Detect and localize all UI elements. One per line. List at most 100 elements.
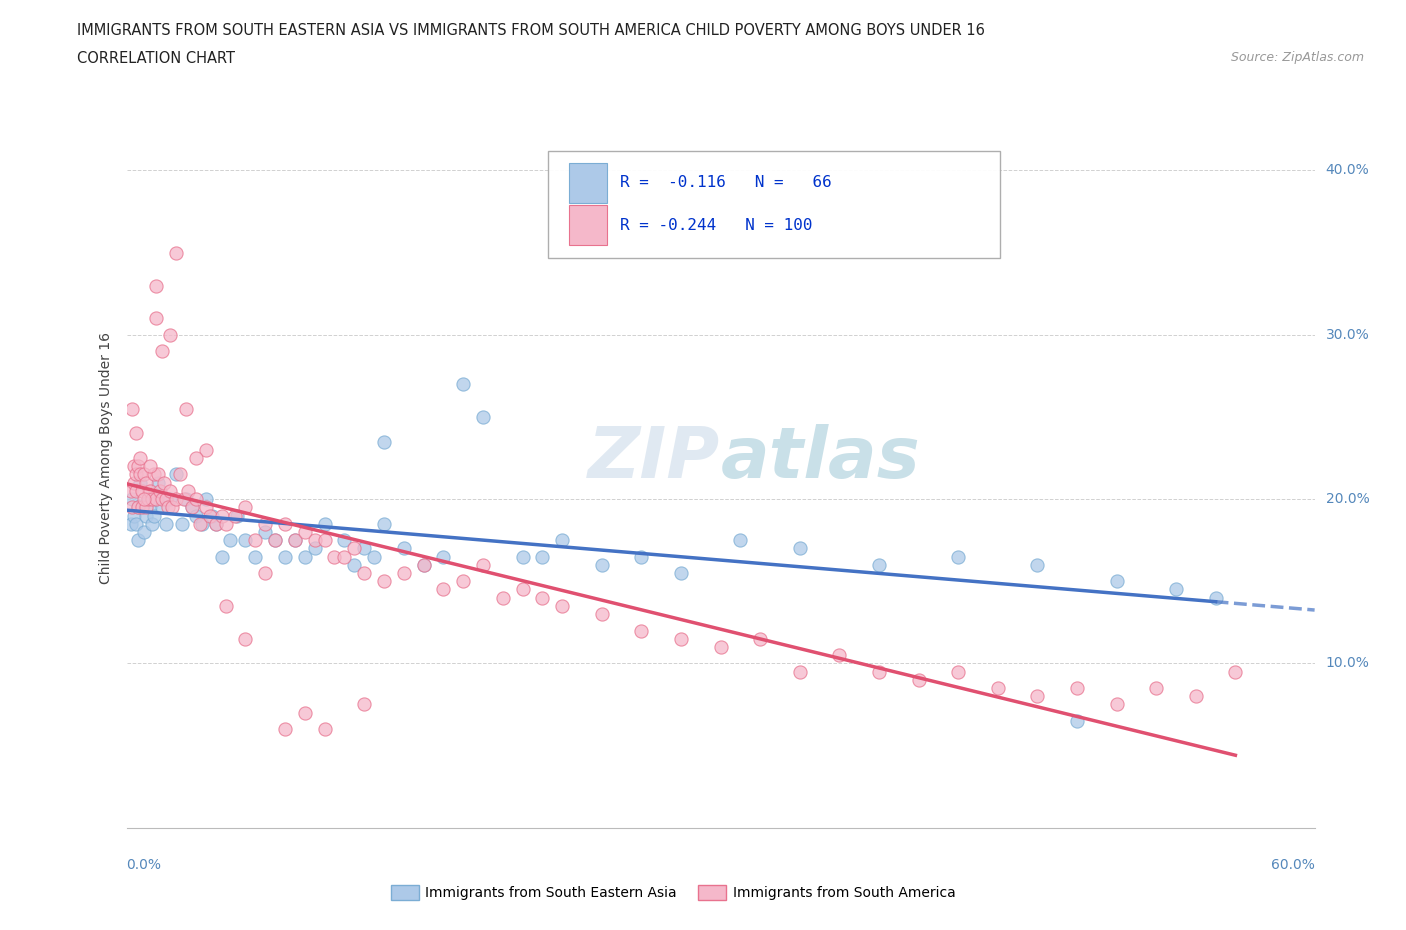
- Point: [294, 549, 316, 564]
- Point: [214, 516, 236, 531]
- Point: [254, 516, 277, 531]
- Point: [184, 450, 207, 465]
- Point: [294, 705, 316, 720]
- Point: [145, 278, 167, 293]
- Point: [127, 500, 149, 515]
- Point: [139, 484, 162, 498]
- Point: [709, 640, 731, 655]
- Point: [451, 574, 474, 589]
- Point: [254, 565, 277, 580]
- Point: [134, 492, 156, 507]
- Point: [191, 516, 214, 531]
- Point: [512, 549, 534, 564]
- Point: [165, 492, 187, 507]
- Point: [125, 484, 148, 498]
- Point: [218, 533, 240, 548]
- Point: [194, 500, 217, 515]
- Point: [127, 533, 149, 548]
- Point: [669, 565, 692, 580]
- Point: [125, 467, 148, 482]
- Text: ZIP: ZIP: [588, 423, 720, 493]
- Point: [432, 549, 454, 564]
- Point: [353, 698, 375, 712]
- Point: [343, 541, 366, 556]
- Point: [1026, 689, 1049, 704]
- Point: [314, 533, 336, 548]
- Point: [173, 492, 195, 507]
- Point: [135, 508, 157, 523]
- Point: [1164, 582, 1187, 597]
- Point: [214, 599, 236, 614]
- Point: [165, 467, 187, 482]
- Point: [314, 516, 336, 531]
- Point: [226, 508, 249, 523]
- Point: [630, 623, 652, 638]
- Point: [159, 484, 181, 498]
- Point: [1066, 713, 1088, 728]
- Point: [174, 402, 197, 417]
- Text: 30.0%: 30.0%: [1326, 327, 1369, 342]
- Point: [294, 525, 316, 539]
- Point: [828, 647, 851, 662]
- Point: [134, 467, 156, 482]
- Point: [353, 541, 375, 556]
- Point: [174, 492, 197, 507]
- Point: [131, 484, 153, 498]
- Point: [124, 458, 146, 473]
- Point: [245, 533, 267, 548]
- Point: [139, 458, 162, 473]
- Point: [211, 549, 233, 564]
- Point: [472, 557, 495, 572]
- Point: [145, 492, 167, 507]
- Point: [254, 525, 277, 539]
- Point: [194, 443, 217, 458]
- Point: [143, 508, 166, 523]
- Point: [157, 500, 180, 515]
- Point: [148, 475, 170, 490]
- Text: 20.0%: 20.0%: [1326, 492, 1369, 506]
- Point: [591, 557, 613, 572]
- Point: [333, 533, 356, 548]
- Point: [149, 484, 172, 498]
- Point: [789, 541, 811, 556]
- Point: [155, 492, 177, 507]
- Point: [198, 508, 221, 523]
- Text: 60.0%: 60.0%: [1271, 858, 1315, 872]
- Text: R = -0.244   N = 100: R = -0.244 N = 100: [620, 218, 813, 232]
- Legend: Immigrants from South Eastern Asia, Immigrants from South America: Immigrants from South Eastern Asia, Immi…: [385, 880, 960, 906]
- Point: [264, 533, 287, 548]
- Point: [125, 426, 148, 441]
- Point: [180, 500, 202, 515]
- Point: [233, 500, 256, 515]
- Point: [127, 500, 149, 515]
- Point: [124, 475, 146, 490]
- Point: [188, 516, 211, 531]
- Point: [134, 525, 156, 539]
- Point: [135, 500, 157, 515]
- Point: [201, 508, 224, 523]
- Point: [121, 492, 143, 507]
- Point: [512, 582, 534, 597]
- Point: [987, 681, 1010, 696]
- Point: [125, 516, 148, 531]
- Point: [1144, 681, 1167, 696]
- Point: [160, 500, 183, 515]
- Text: atlas: atlas: [720, 423, 921, 493]
- Point: [274, 722, 297, 737]
- Point: [1105, 698, 1128, 712]
- Point: [274, 549, 297, 564]
- Point: [730, 533, 752, 548]
- Point: [204, 516, 226, 531]
- Point: [1066, 681, 1088, 696]
- Point: [868, 664, 890, 679]
- Point: [184, 508, 207, 523]
- FancyBboxPatch shape: [548, 152, 1000, 259]
- Point: [304, 533, 326, 548]
- Point: [1026, 557, 1049, 572]
- Point: [141, 492, 163, 507]
- Point: [159, 327, 181, 342]
- Point: [274, 516, 297, 531]
- Point: [946, 664, 969, 679]
- Point: [141, 516, 163, 531]
- Point: [472, 409, 495, 424]
